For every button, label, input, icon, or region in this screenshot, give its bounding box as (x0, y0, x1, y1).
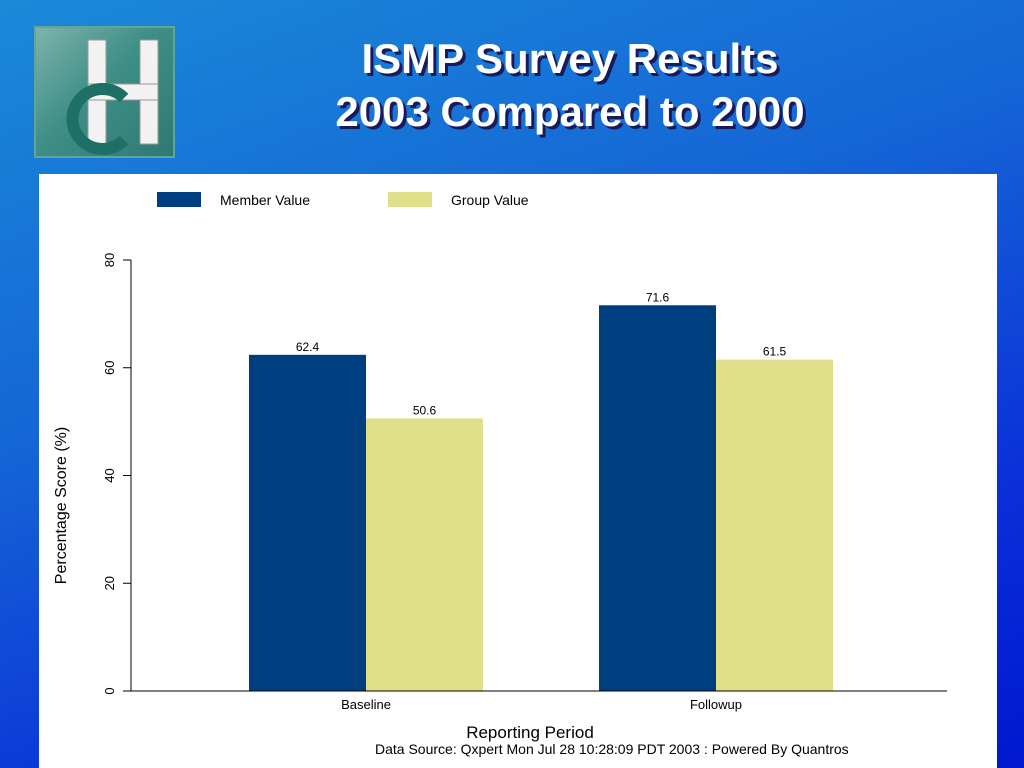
ch-logo-mark (66, 39, 159, 155)
slide-title-line2: 2003 Compared to 2000 (335, 88, 805, 135)
legend-label-group: Group Value (451, 192, 529, 208)
chart-bars: 62.4 50.6 71.6 61.5 (249, 290, 833, 691)
chart-panel: Member Value Group Value 0 20 40 60 80 Percent… (39, 174, 997, 768)
legend-swatch-member (157, 192, 201, 207)
bar-data-label: 71.6 (646, 290, 670, 304)
x-axis: Baseline Followup Reporting Period (131, 690, 947, 742)
bar-data-label: 62.4 (296, 340, 320, 354)
data-source-note: Data Source: Qxpert Mon Jul 28 10:28:09 … (375, 741, 849, 757)
x-tick-label: Followup (690, 697, 742, 712)
bar-followup-group (716, 359, 833, 691)
chart-legend: Member Value Group Value (157, 192, 529, 208)
bar-followup-member (599, 305, 716, 691)
y-tick-label: 20 (102, 576, 117, 590)
y-tick-label: 60 (102, 361, 117, 375)
legend-swatch-group (388, 192, 432, 207)
y-tick-label: 0 (102, 687, 117, 694)
bar-baseline-group (366, 418, 483, 691)
y-axis: 0 20 40 60 80 Percentage Score (%) (53, 253, 132, 695)
y-tick-label: 80 (102, 253, 117, 267)
x-axis-label: Reporting Period (466, 723, 594, 742)
bar-chart: Member Value Group Value 0 20 40 60 80 Percent… (53, 192, 947, 742)
y-tick-label: 40 (102, 468, 117, 482)
x-tick-label: Baseline (341, 697, 391, 712)
y-axis-label: Percentage Score (%) (53, 427, 70, 584)
slide-title-line1: ISMP Survey Results (361, 35, 779, 82)
bar-baseline-member (249, 354, 366, 691)
bar-data-label: 50.6 (413, 403, 437, 417)
bar-data-label: 61.5 (763, 345, 787, 359)
ch-logo (34, 26, 175, 158)
legend-label-member: Member Value (220, 192, 310, 208)
